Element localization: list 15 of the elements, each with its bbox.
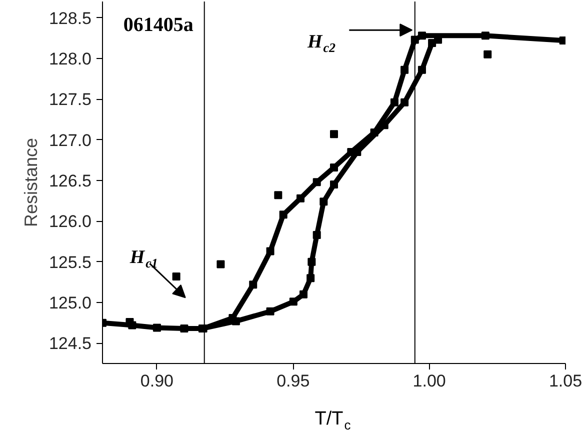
y-tick-label: 128.5: [48, 8, 92, 28]
y-axis-title: Resistance: [20, 138, 41, 228]
y-tick-label: 128.0: [48, 49, 92, 68]
x-tick-label: 1.00: [412, 372, 446, 390]
x-tick-label: 0.95: [276, 372, 310, 390]
y-tick-label: 125.0: [48, 293, 92, 312]
y-tick-label: 127.0: [48, 130, 92, 150]
y-tick-label: 124.5: [48, 334, 92, 354]
x-tick-label: 0.90: [140, 372, 174, 390]
y-tick-label: 126.0: [48, 212, 92, 232]
x-tick-label: 1.05: [548, 372, 582, 390]
y-tick-label: 126.5: [48, 171, 92, 190]
y-tick-label: 127.5: [48, 90, 92, 110]
text: 061405a: [123, 14, 194, 36]
y-tick-label: 125.5: [48, 252, 92, 272]
